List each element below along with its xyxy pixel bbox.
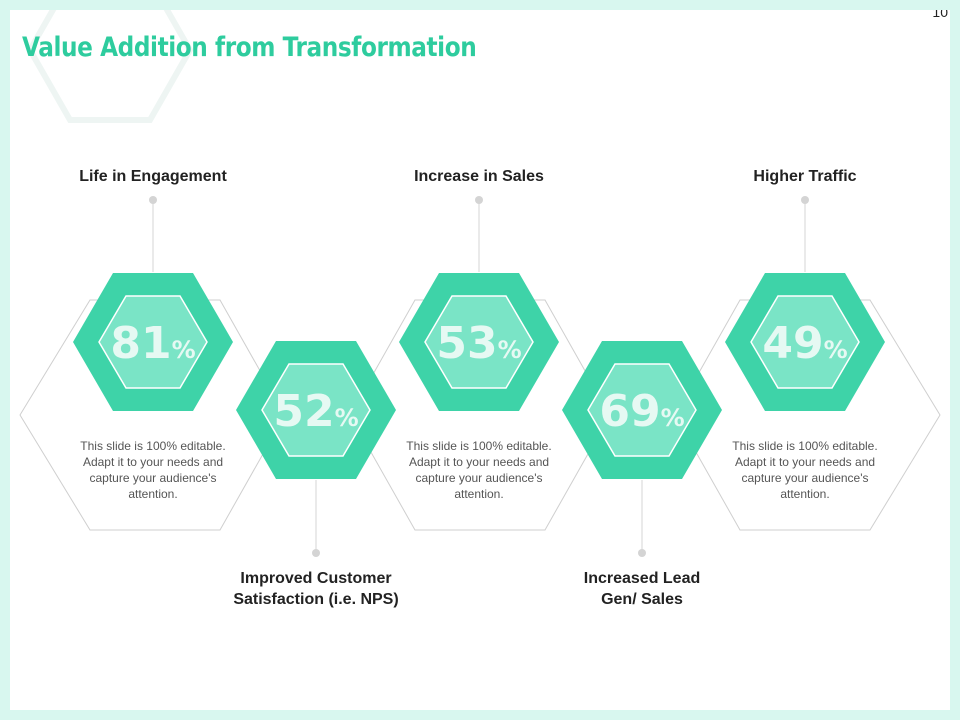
label-line: Satisfaction (i.e. NPS) <box>233 591 399 608</box>
stat-value-1: 81 <box>110 318 171 369</box>
label-improved-customer-satisfaction: Improved Customer Satisfaction (i.e. NPS… <box>206 568 426 610</box>
slide: 10 Value Addition from Transformation 81… <box>10 10 950 710</box>
stat-unit-4: % <box>661 404 685 432</box>
stat-hexagon-3: 53% <box>399 273 559 411</box>
label-increased-lead-gen: Increased Lead Gen/ Sales <box>532 568 752 610</box>
stat-hexagon-2: 52% <box>236 341 396 479</box>
label-higher-traffic: Higher Traffic <box>753 168 857 185</box>
svg-text:69%: 69% <box>599 386 684 437</box>
page-number: 10 <box>932 10 948 20</box>
description-1: This slide is 100% editable. Adapt it to… <box>80 439 226 501</box>
stat-value-2: 52 <box>273 386 334 437</box>
outline-hexagon-5 <box>674 299 941 531</box>
svg-text:81%: 81% <box>110 318 195 369</box>
connector-dot-5 <box>801 196 809 204</box>
svg-text:49%: 49% <box>762 318 847 369</box>
hexagon-diagram: 81% 52% 53% 69% <box>19 196 941 557</box>
stat-unit-2: % <box>335 404 359 432</box>
stat-hexagon-5: 49% <box>725 273 885 411</box>
label-line: Gen/ Sales <box>601 591 683 608</box>
connector-dot-1 <box>149 196 157 204</box>
stat-hexagon-1: 81% <box>73 273 233 411</box>
stat-unit-3: % <box>498 336 522 364</box>
page-title: Value Addition from Transformation <box>22 32 477 63</box>
stat-hexagon-4: 69% <box>562 341 722 479</box>
decorative-hexagon <box>26 10 194 123</box>
description-3: This slide is 100% editable. Adapt it to… <box>406 439 552 501</box>
connector-dot-4 <box>638 549 646 557</box>
label-increase-in-sales: Increase in Sales <box>414 168 544 185</box>
svg-text:53%: 53% <box>436 318 521 369</box>
description-5: This slide is 100% editable. Adapt it to… <box>732 439 878 501</box>
label-line: Improved Customer <box>240 570 392 587</box>
stat-value-4: 69 <box>599 386 660 437</box>
stat-unit-1: % <box>172 336 196 364</box>
connector-dot-2 <box>312 549 320 557</box>
stat-value-5: 49 <box>762 318 823 369</box>
svg-text:52%: 52% <box>273 386 358 437</box>
stat-unit-5: % <box>824 336 848 364</box>
label-life-in-engagement: Life in Engagement <box>79 168 227 185</box>
stat-value-3: 53 <box>436 318 497 369</box>
connector-dot-3 <box>475 196 483 204</box>
label-line: Increased Lead <box>583 570 701 587</box>
